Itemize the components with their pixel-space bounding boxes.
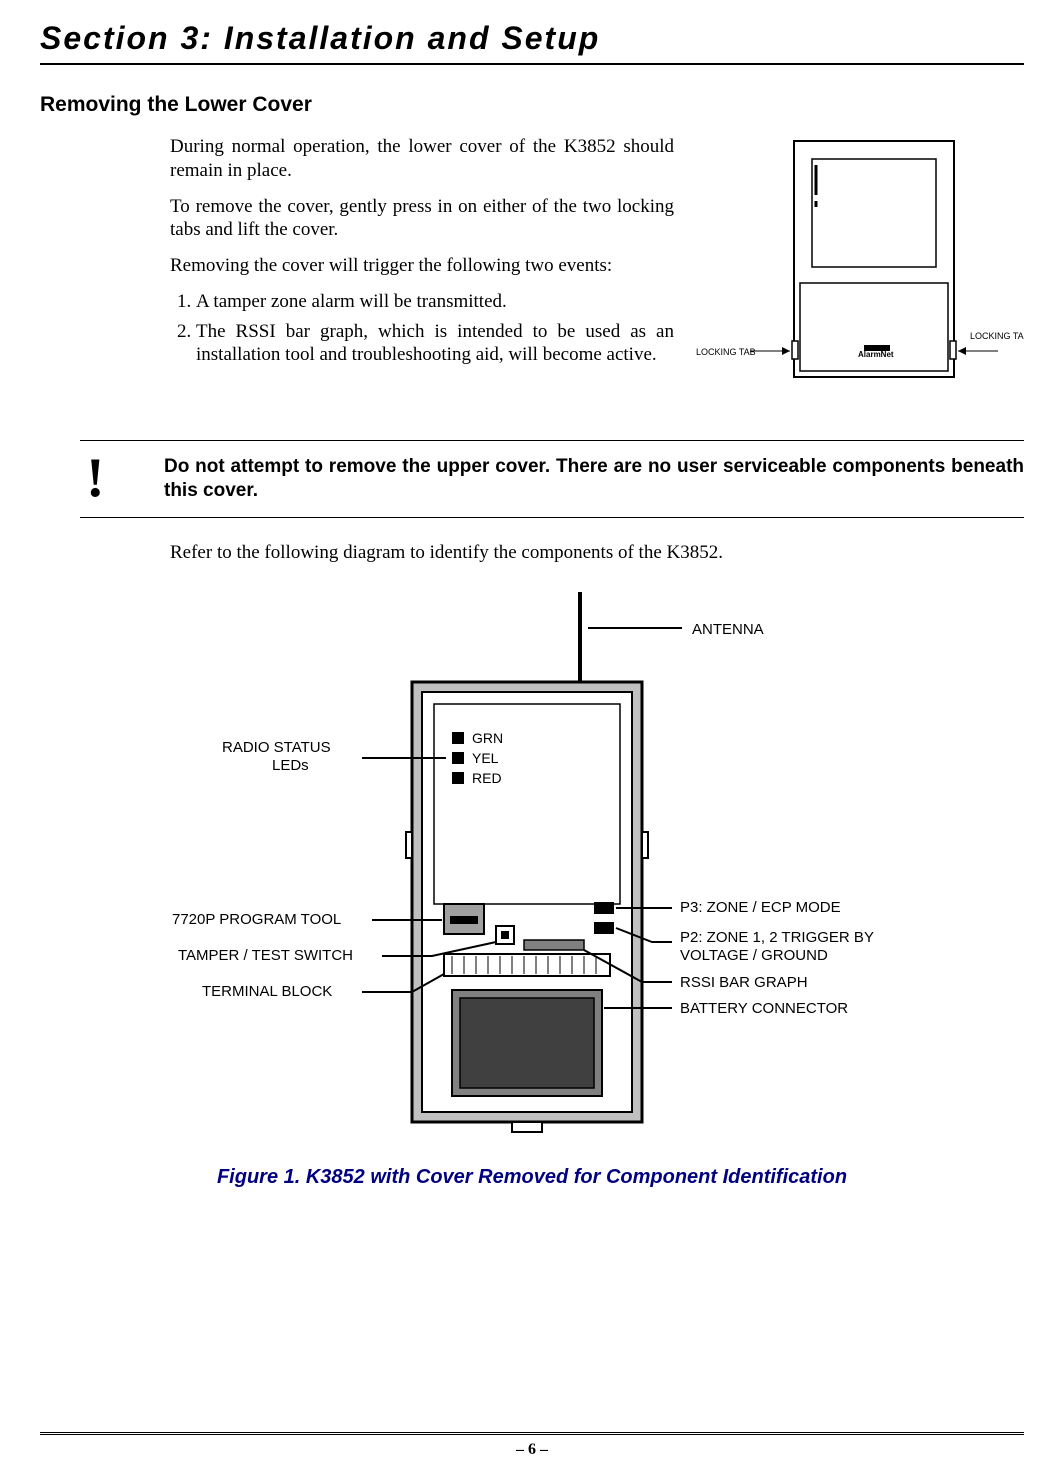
locking-tab-left-label: LOCKING TAB [696,347,756,357]
radio-status-label-2: LEDs [272,757,309,774]
terminal-block-label: TERMINAL BLOCK [202,983,332,1000]
intro-paragraph-3: Removing the cover will trigger the foll… [170,254,674,278]
radio-status-label-1: RADIO STATUS [222,739,331,756]
locking-tab-right-label: LOCKING TAB [970,331,1024,341]
page-footer: – 6 – [40,1432,1024,1459]
refer-paragraph: Refer to the following diagram to identi… [170,542,1024,564]
page-number: – 6 – [516,1441,548,1458]
prog-tool-label: 7720P PROGRAM TOOL [172,911,341,928]
warning-bang-icon: ! [80,455,130,503]
p3-label: P3: ZONE / ECP MODE [680,899,841,916]
brand-label: AlarmNet [858,350,894,359]
tamper-label: TAMPER / TEST SWITCH [178,947,353,964]
section-title: Section 3: Installation and Setup [40,20,1024,65]
warning-callout: ! Do not attempt to remove the upper cov… [80,440,1024,518]
small-device-diagram: LOCKING TAB LOCKING TAB AlarmNet [694,135,1024,410]
p2-label-2: VOLTAGE / GROUND [680,947,828,964]
intro-two-column: During normal operation, the lower cover… [170,135,1024,410]
component-diagram: ANTENNA GRN YEL RED RADIO STATUS LEDs 77… [152,582,912,1152]
led-grn-label: GRN [472,730,503,746]
subheading-removing-cover: Removing the Lower Cover [40,93,1024,117]
event-item-2: The RSSI bar graph, which is intended to… [196,320,674,368]
led-yel-label: YEL [472,750,499,766]
p2-label-1: P2: ZONE 1, 2 TRIGGER BY [680,929,874,946]
figure-caption: Figure 1. K3852 with Cover Removed for C… [40,1166,1024,1189]
antenna-label: ANTENNA [692,621,764,638]
intro-paragraph-2: To remove the cover, gently press in on … [170,195,674,243]
event-item-1: A tamper zone alarm will be transmitted. [196,290,674,314]
battery-label: BATTERY CONNECTOR [680,1000,848,1017]
intro-paragraph-1: During normal operation, the lower cover… [170,135,674,183]
led-red-label: RED [472,770,502,786]
rssi-label: RSSI BAR GRAPH [680,974,808,991]
warning-text: Do not attempt to remove the upper cover… [164,455,1024,503]
